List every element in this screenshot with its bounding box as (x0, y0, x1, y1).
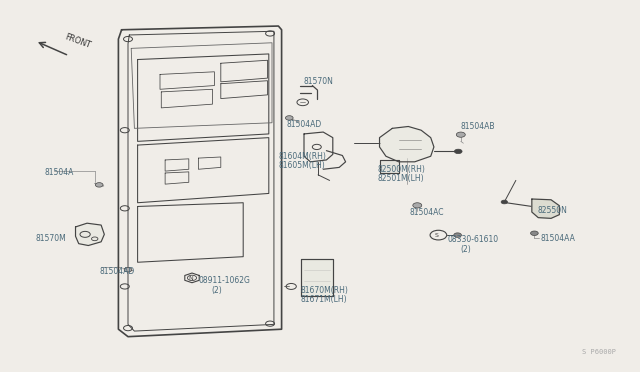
Polygon shape (380, 126, 434, 162)
Text: 81670M(RH): 81670M(RH) (301, 286, 349, 295)
Circle shape (531, 231, 538, 235)
Circle shape (124, 267, 132, 272)
Text: 81504AC: 81504AC (410, 208, 444, 217)
Text: S P6000P: S P6000P (582, 349, 616, 355)
Circle shape (501, 200, 508, 204)
Text: 81671M(LH): 81671M(LH) (301, 295, 348, 304)
Circle shape (413, 203, 422, 208)
Text: (2): (2) (211, 286, 222, 295)
Text: 08330-61610: 08330-61610 (448, 235, 499, 244)
Text: 82500M(RH): 82500M(RH) (378, 165, 426, 174)
Text: N: N (189, 276, 193, 281)
Polygon shape (380, 160, 399, 173)
Text: 81570N: 81570N (304, 77, 334, 86)
Text: 81570M: 81570M (35, 234, 66, 243)
Text: 82501M(LH): 82501M(LH) (378, 174, 424, 183)
Text: 81504AD: 81504AD (99, 267, 134, 276)
Polygon shape (76, 223, 104, 246)
Text: 08911-1062G: 08911-1062G (198, 276, 250, 285)
Polygon shape (301, 259, 333, 296)
Text: FRONT: FRONT (64, 33, 92, 50)
Text: (2): (2) (461, 246, 472, 254)
Polygon shape (532, 199, 559, 218)
Circle shape (456, 132, 465, 137)
Circle shape (285, 116, 293, 120)
Circle shape (95, 183, 103, 187)
Text: 81604M(RH): 81604M(RH) (278, 152, 326, 161)
Text: 81504AB: 81504AB (461, 122, 495, 131)
Text: 81504AD: 81504AD (287, 120, 322, 129)
Text: S: S (435, 233, 438, 238)
Text: 82550N: 82550N (538, 206, 568, 215)
Text: 81504AA: 81504AA (541, 234, 575, 243)
Text: 81504A: 81504A (45, 169, 74, 177)
Circle shape (454, 149, 462, 154)
Text: 81605M(LH): 81605M(LH) (278, 161, 325, 170)
Circle shape (454, 233, 461, 237)
